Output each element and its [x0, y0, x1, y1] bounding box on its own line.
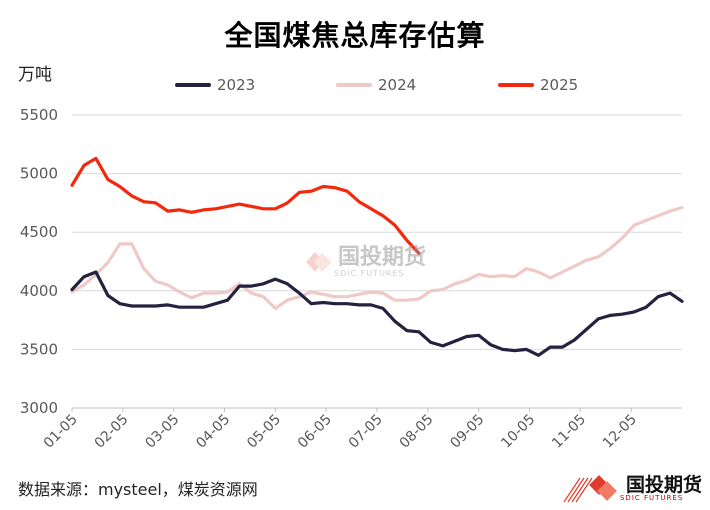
x-tick-label: 08-05: [397, 412, 437, 452]
x-tick-label: 07-05: [346, 412, 386, 452]
x-tick-label: 09-05: [447, 412, 487, 452]
brand-logo-mark-icon: [563, 475, 617, 503]
watermark-name: 国投期货: [338, 244, 427, 270]
watermark-sub: SDIC FUTURES: [334, 268, 405, 278]
legend-swatch-2025: [498, 83, 534, 87]
x-tick-label: 04-05: [193, 412, 233, 452]
series-line-2024: [70, 206, 684, 310]
y-tick-label: 3500: [20, 340, 58, 358]
chart-title: 全国煤焦总库存估算: [224, 19, 486, 52]
x-tick-label: 10-05: [498, 412, 538, 452]
y-tick-label: 5500: [20, 106, 58, 124]
y-axis-unit-label: 万吨: [18, 65, 52, 85]
source-note: 数据来源：mysteel，煤炭资源网: [18, 480, 258, 499]
legend-item-2024: 2024: [336, 76, 416, 94]
y-tick-label: 4500: [20, 223, 58, 241]
x-tick-label: 01-05: [41, 412, 81, 452]
legend: 2023 2024 2025: [0, 76, 710, 96]
x-tick-label: 05-05: [244, 412, 284, 452]
legend-label-2025: 2025: [540, 76, 579, 94]
x-tick-label: 03-05: [142, 412, 182, 452]
brand-logo: 国投期货 SDIC FUTURES: [562, 474, 702, 504]
legend-swatch-2024: [336, 83, 372, 87]
y-tick-label: 5000: [20, 165, 58, 183]
x-tick-label: 02-05: [92, 412, 132, 452]
legend-label-2024: 2024: [378, 76, 417, 94]
watermark-diamond-icon: [306, 252, 332, 272]
legend-swatch-2023: [175, 83, 211, 87]
legend-item-2023: 2023: [175, 76, 255, 94]
x-tick-label: 12-05: [600, 412, 640, 452]
series-line-2023: [70, 270, 684, 357]
watermark-logo: 国投期货 SDIC FUTURES: [296, 246, 426, 278]
legend-item-2025: 2025: [498, 76, 578, 94]
brand-logo-sub: SDIC FUTURES: [619, 494, 684, 502]
y-tick-label: 4000: [20, 282, 58, 300]
brand-logo-name: 国投期货: [625, 474, 702, 496]
x-tick-label: 06-05: [295, 412, 335, 452]
legend-label-2023: 2023: [217, 76, 256, 94]
series-line-2025: [70, 156, 421, 255]
y-tick-label: 3000: [20, 399, 58, 417]
x-tick-label: 11-05: [549, 412, 589, 452]
